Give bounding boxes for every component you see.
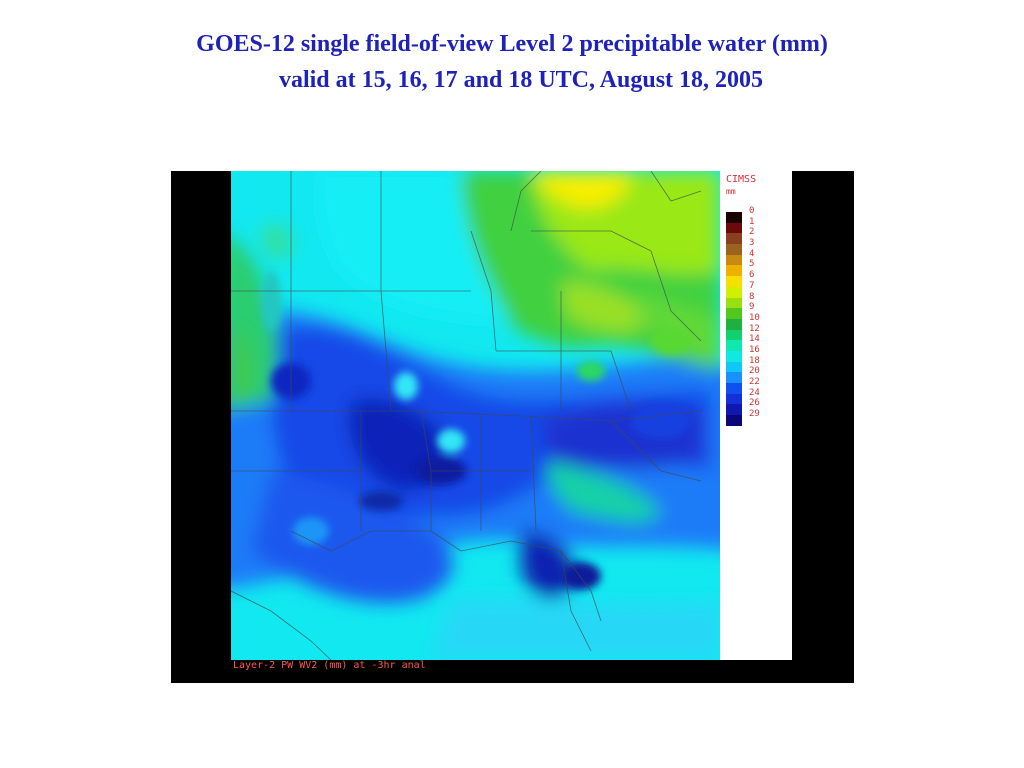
legend-label: 14 bbox=[749, 334, 760, 345]
legend-label: 8 bbox=[749, 291, 755, 302]
title-line-1: GOES-12 single field-of-view Level 2 pre… bbox=[196, 31, 828, 57]
slide-title: GOES-12 single field-of-view Level 2 pre… bbox=[0, 26, 1024, 98]
legend-swatch bbox=[726, 393, 742, 405]
legend-label: 16 bbox=[749, 344, 760, 355]
legend-label: 29 bbox=[749, 409, 760, 420]
legend-swatch bbox=[726, 286, 742, 298]
legend-label: 9 bbox=[749, 302, 755, 313]
legend-swatch bbox=[726, 340, 742, 351]
legend-swatch bbox=[726, 254, 742, 266]
legend-swatch bbox=[726, 350, 742, 362]
legend-unit: mm bbox=[726, 187, 736, 196]
legend-label: 20 bbox=[749, 366, 760, 377]
legend-label: 18 bbox=[749, 355, 760, 366]
legend-label: 10 bbox=[749, 312, 760, 323]
legend-label: 3 bbox=[749, 238, 755, 249]
legend-label: 5 bbox=[749, 259, 755, 270]
legend-swatch bbox=[726, 415, 742, 426]
legend-label: 26 bbox=[749, 398, 760, 409]
legend-labels: 0 1 2 3 4 5 6 7 8 9 10 12 14 16 18 20 22 24 26 29 bbox=[749, 206, 789, 420]
precipitable-water-map bbox=[231, 171, 720, 660]
map-caption: Layer-2 PW WV2 (mm) at -3hr anal bbox=[231, 660, 720, 683]
legend-swatch bbox=[726, 297, 742, 309]
legend-swatch bbox=[726, 329, 742, 341]
legend-title: CIMSS bbox=[726, 174, 757, 185]
legend-swatch bbox=[726, 265, 742, 277]
legend-swatch bbox=[726, 383, 742, 394]
legend-label: 12 bbox=[749, 323, 760, 334]
legend-label: 0 bbox=[749, 206, 755, 216]
legend-label: 2 bbox=[749, 227, 755, 238]
legend-color-bar bbox=[726, 212, 742, 426]
legend-swatch bbox=[726, 361, 742, 373]
legend-swatch bbox=[726, 222, 742, 234]
legend-swatch bbox=[726, 404, 742, 416]
legend-swatch bbox=[726, 233, 742, 245]
legend-label: 7 bbox=[749, 280, 755, 291]
state-boundaries bbox=[231, 171, 702, 660]
legend-swatch bbox=[726, 244, 742, 255]
legend-swatch bbox=[726, 276, 742, 287]
legend-label: 4 bbox=[749, 248, 755, 259]
legend-swatch bbox=[726, 372, 742, 383]
title-line-2: valid at 15, 16, 17 and 18 UTC, August 1… bbox=[278, 67, 764, 93]
legend-swatch bbox=[726, 212, 742, 223]
legend-label: 22 bbox=[749, 377, 760, 387]
legend-label: 24 bbox=[749, 387, 760, 398]
legend-swatch bbox=[726, 318, 742, 330]
legend-label: 6 bbox=[749, 270, 755, 281]
legend-swatch bbox=[726, 308, 742, 319]
legend-label: 1 bbox=[749, 216, 755, 227]
